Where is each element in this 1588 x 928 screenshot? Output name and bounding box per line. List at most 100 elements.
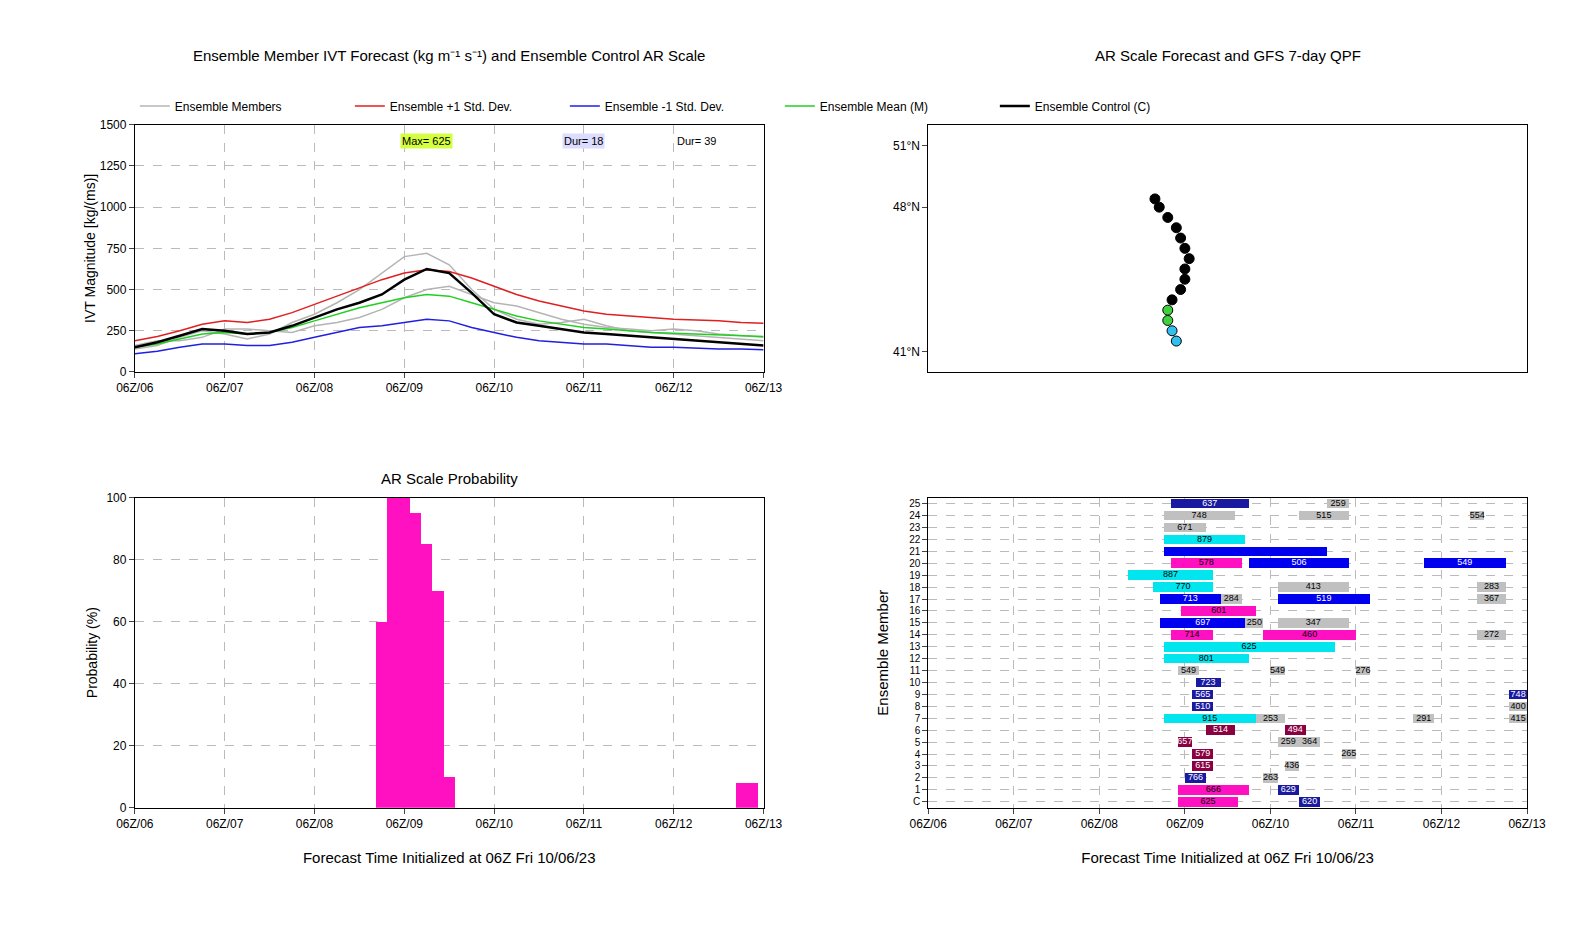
svg-text:Dur= 39: Dur= 39 (677, 135, 716, 147)
svg-text:Forecast Time Initialized at 0: Forecast Time Initialized at 06Z Fri 10/… (1081, 849, 1374, 866)
svg-text:C: C (913, 796, 920, 807)
svg-text:18: 18 (909, 582, 921, 593)
svg-text:0: 0 (120, 801, 127, 815)
svg-text:7: 7 (915, 713, 921, 724)
svg-text:100: 100 (106, 491, 126, 505)
svg-text:11: 11 (910, 665, 921, 676)
svg-text:250: 250 (1247, 617, 1262, 627)
svg-text:06Z/06: 06Z/06 (116, 381, 154, 395)
svg-text:Probability (%): Probability (%) (84, 607, 100, 698)
svg-text:671: 671 (1177, 522, 1192, 532)
svg-text:259: 259 (1281, 736, 1296, 746)
svg-text:801: 801 (1199, 653, 1214, 663)
svg-text:06Z/10: 06Z/10 (1252, 817, 1290, 831)
svg-text:06Z/09: 06Z/09 (386, 817, 424, 831)
svg-text:578: 578 (1199, 558, 1214, 568)
svg-text:15: 15 (909, 617, 921, 628)
svg-text:06Z/11: 06Z/11 (566, 817, 603, 831)
svg-text:697: 697 (1195, 617, 1210, 627)
svg-text:554: 554 (1470, 510, 1485, 520)
svg-text:3: 3 (915, 760, 921, 771)
svg-text:60: 60 (113, 615, 127, 629)
svg-text:657: 657 (1177, 736, 1192, 746)
svg-text:915: 915 (1202, 713, 1217, 723)
svg-text:06Z/06: 06Z/06 (910, 817, 948, 831)
svg-text:283: 283 (1484, 581, 1499, 591)
svg-text:515: 515 (1316, 510, 1331, 520)
svg-text:14: 14 (909, 629, 921, 640)
svg-text:Ensemble Mean (M): Ensemble Mean (M) (820, 100, 928, 114)
svg-text:06Z/07: 06Z/07 (206, 381, 244, 395)
svg-text:2: 2 (915, 772, 921, 783)
svg-text:06Z/13: 06Z/13 (745, 381, 783, 395)
svg-text:06Z/08: 06Z/08 (296, 817, 334, 831)
svg-text:1: 1 (915, 784, 921, 795)
svg-text:514: 514 (1213, 724, 1228, 734)
svg-text:579: 579 (1195, 748, 1210, 758)
svg-text:748: 748 (1192, 510, 1207, 520)
svg-text:Dur= 18: Dur= 18 (564, 135, 603, 147)
svg-text:9: 9 (915, 689, 921, 700)
svg-text:Ensemble -1 Std. Dev.: Ensemble -1 Std. Dev. (605, 100, 724, 114)
svg-text:265: 265 (1341, 748, 1356, 758)
svg-text:19: 19 (909, 570, 921, 581)
svg-text:494: 494 (1288, 724, 1303, 734)
svg-text:06Z/12: 06Z/12 (1423, 817, 1461, 831)
svg-text:713: 713 (1183, 593, 1198, 603)
svg-text:10: 10 (909, 677, 921, 688)
svg-text:24: 24 (909, 510, 921, 521)
svg-text:06Z/13: 06Z/13 (1508, 817, 1546, 831)
svg-text:80: 80 (113, 553, 127, 567)
svg-text:413: 413 (1306, 581, 1321, 591)
svg-text:263: 263 (1263, 772, 1278, 782)
svg-text:625: 625 (1201, 796, 1216, 806)
svg-text:13: 13 (909, 641, 921, 652)
svg-text:250: 250 (106, 324, 126, 338)
svg-text:06Z/07: 06Z/07 (206, 817, 244, 831)
svg-text:748: 748 (1511, 689, 1526, 699)
svg-text:23: 23 (909, 522, 921, 533)
svg-text:0: 0 (120, 365, 127, 379)
svg-text:06Z/10: 06Z/10 (475, 817, 513, 831)
svg-text:06Z/09: 06Z/09 (386, 381, 424, 395)
svg-text:723: 723 (1201, 677, 1216, 687)
svg-text:615: 615 (1195, 760, 1210, 770)
svg-text:20: 20 (909, 558, 921, 569)
svg-text:367: 367 (1484, 593, 1499, 603)
svg-text:41°N: 41°N (893, 345, 920, 359)
svg-text:879: 879 (1197, 534, 1212, 544)
svg-text:253: 253 (1263, 713, 1278, 723)
svg-text:291: 291 (1416, 713, 1431, 723)
svg-text:8: 8 (915, 701, 921, 712)
svg-text:460: 460 (1302, 629, 1317, 639)
svg-text:565: 565 (1195, 689, 1210, 699)
svg-text:276: 276 (1356, 665, 1371, 675)
svg-text:22: 22 (909, 534, 921, 545)
svg-text:364: 364 (1302, 736, 1317, 746)
svg-text:666: 666 (1206, 784, 1221, 794)
svg-text:506: 506 (1291, 558, 1306, 568)
svg-text:637: 637 (1202, 498, 1217, 508)
svg-text:21: 21 (909, 546, 921, 557)
svg-text:1250: 1250 (100, 159, 127, 173)
svg-text:06Z/10: 06Z/10 (475, 381, 513, 395)
svg-text:12: 12 (909, 653, 921, 664)
svg-text:Max= 625: Max= 625 (402, 135, 451, 147)
svg-text:51°N: 51°N (893, 139, 920, 153)
svg-text:770: 770 (1176, 581, 1191, 591)
svg-text:272: 272 (1484, 629, 1499, 639)
svg-text:16: 16 (909, 605, 921, 616)
svg-text:Forecast Time Initialized at 0: Forecast Time Initialized at 06Z Fri 10/… (303, 849, 596, 866)
svg-text:06Z/06: 06Z/06 (116, 817, 154, 831)
svg-text:415: 415 (1511, 713, 1526, 723)
svg-text:259: 259 (1331, 498, 1346, 508)
svg-text:400: 400 (1511, 701, 1526, 711)
svg-text:06Z/09: 06Z/09 (1166, 817, 1204, 831)
svg-text:887: 887 (1163, 569, 1178, 579)
svg-text:06Z/08: 06Z/08 (1081, 817, 1119, 831)
svg-text:06Z/11: 06Z/11 (566, 381, 603, 395)
svg-text:AR Scale Probability: AR Scale Probability (381, 470, 518, 487)
svg-text:750: 750 (106, 242, 126, 256)
svg-text:519: 519 (1316, 593, 1331, 603)
svg-text:IVT Magnitude [kg/(ms)]: IVT Magnitude [kg/(ms)] (82, 174, 98, 323)
